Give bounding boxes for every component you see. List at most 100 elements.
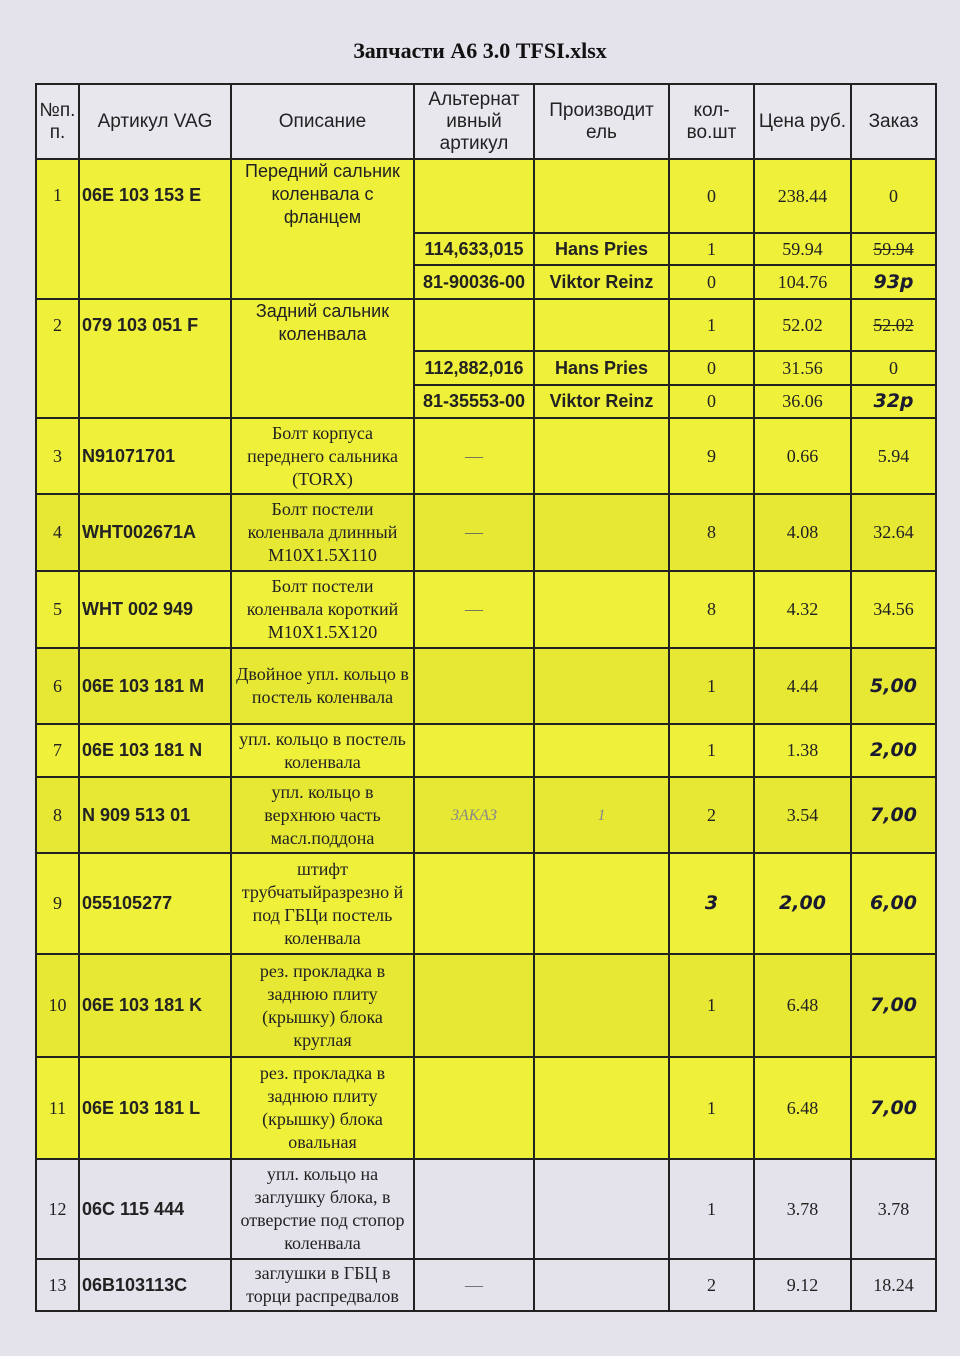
row-price: 36.06 [753,384,852,419]
row-qty: 8 [668,570,755,649]
row-num: 11 [35,1056,80,1160]
row-price: 1.38 [753,723,852,778]
row-article: WHT 002 949 [78,570,232,649]
row-description: рез. прокладка в заднюю плиту (крышку) б… [230,1056,415,1160]
row-order: 7,00 [850,776,937,854]
parts-table: №п. п. Артикул VAG Описание Альтернат ив… [35,83,937,1312]
row-price: 52.02 [753,298,852,352]
row-article: 06E 103 181 N [78,723,232,778]
row-alt [413,158,535,234]
row-num: 12 [35,1158,80,1260]
row-order: 0 [850,158,937,234]
row-alt [413,723,535,778]
col-header-price: Цена руб. [753,83,852,160]
row-order-handwritten: 32р [850,384,937,419]
table-row: 6 06E 103 181 M Двойное упл. кольцо в пост… [35,647,937,725]
table-row: 5 WHT 002 949 Болт постели коленвала корот… [35,570,937,649]
row-num: 10 [35,953,80,1058]
row-num: 2 [35,298,80,419]
table-row: 13 06B103113C заглушки в ГБЦ в торци распр… [35,1258,937,1312]
row-maker [533,298,670,352]
col-header-description: Описание [230,83,415,160]
row-alt: — [413,417,535,495]
row-article: 055105277 [78,852,232,955]
row-maker [533,1158,670,1260]
row-order: 18.24 [850,1258,937,1312]
row-article: N 909 513 01 [78,776,232,854]
row-order-handwritten: 93р [850,264,937,300]
row-order: 2,00 [850,723,937,778]
row-num: 1 [35,158,80,300]
row-maker [533,953,670,1058]
row-article: 06E 103 153 E [78,158,232,300]
row-description: Передний сальник коленвала с фланцем [230,158,415,300]
row-price: 6.48 [753,1056,852,1160]
col-header-maker: Производит ель [533,83,670,160]
row-alt: 114,633,015 [413,232,535,266]
row-price: 4.44 [753,647,852,725]
row-order: 7,00 [850,953,937,1058]
row-qty: 0 [668,384,755,419]
row-price: 9.12 [753,1258,852,1312]
row-article: 06E 103 181 K [78,953,232,1058]
col-header-qty: кол- во.шт [668,83,755,160]
document-title: Запчасти А6 3.0 TFSI.xlsx [353,38,607,63]
row-article: 06C 115 444 [78,1158,232,1260]
col-header-article: Артикул VAG [78,83,232,160]
row-qty: 9 [668,417,755,495]
row-price: 2,00 [753,852,852,955]
header-row: №п. п. Артикул VAG Описание Альтернат ив… [35,83,937,160]
row-qty: 8 [668,493,755,572]
table-row: 12 06C 115 444 упл. кольцо на заглушку бло… [35,1158,937,1260]
table-row: 4 WHT002671A Болт постели коленвала длинны… [35,493,937,572]
alt-row: 114,633,015 Hans Pries 1 59.94 59.94 [36,232,937,266]
row-maker: Viktor Reinz [533,384,670,419]
row-qty: 2 [668,776,755,854]
row-num: 8 [35,776,80,854]
row-qty: 3 [668,852,755,955]
row-order: 7,00 [850,1056,937,1160]
row-alt: — [413,1258,535,1312]
row-article: 06B103113C [78,1258,232,1312]
row-description: упл. кольцо в верхнюю часть масл.поддона [230,776,415,854]
row-description: Болт корпуса переднего сальника (TORX) [230,417,415,495]
row-qty: 1 [668,647,755,725]
row-alt: 81-35553-00 [413,384,535,419]
row-num: 4 [35,493,80,572]
row-description: Болт постели коленвала короткий M10X1.5X… [230,570,415,649]
row-qty: 0 [668,264,755,300]
row-maker [533,570,670,649]
row-alt [413,647,535,725]
row-description: упл. кольцо в постель коленвала [230,723,415,778]
row-maker [533,1258,670,1312]
table-row: 2 079 103 051 F Задний сальник коленвала… [35,298,937,419]
row-article: 079 103 051 F [78,298,232,419]
row-price: 238.44 [753,158,852,234]
row-num: 5 [35,570,80,649]
row-num: 6 [35,647,80,725]
row-maker [533,158,670,234]
row-maker: Viktor Reinz [533,264,670,300]
row-qty: 1 [668,232,755,266]
row-description: рез. прокладка в заднюю плиту (крышку) б… [230,953,415,1058]
row-article: N91071701 [78,417,232,495]
row-maker [533,1056,670,1160]
row-description: упл. кольцо на заглушку блока, в отверст… [230,1158,415,1260]
row-order: 5,00 [850,647,937,725]
row-price: 0.66 [753,417,852,495]
table-row: 1 06E 103 153 E Передний сальник коленва… [35,158,937,300]
row-order: 59.94 [850,232,937,266]
row-alt: — [413,493,535,572]
row-maker: 1 [533,776,670,854]
row-maker [533,647,670,725]
row-order: 0 [850,350,937,386]
row-qty: 0 [668,350,755,386]
row-alt [413,953,535,1058]
row-alt [413,1158,535,1260]
row-qty: 0 [668,158,755,234]
row-alt: — [413,570,535,649]
row-alt: ЗАКАЗ [413,776,535,854]
table-row: 3 N91071701 Болт корпуса переднего сальник… [35,417,937,495]
